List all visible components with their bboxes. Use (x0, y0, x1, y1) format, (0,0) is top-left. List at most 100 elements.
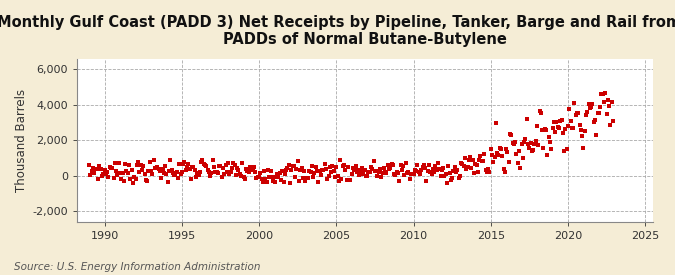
Point (255, 170, 266, 175)
Point (258, 180, 269, 185)
Point (126, 167, 137, 172)
Point (310, 165, 321, 170)
Point (494, 146, 505, 151)
Point (265, 169, 276, 173)
Point (396, 163, 406, 167)
Point (484, 170, 495, 174)
Point (261, 180, 272, 185)
Point (466, 166, 477, 170)
Point (166, 168, 177, 172)
Point (585, 106, 595, 111)
Point (328, 169, 339, 174)
Point (278, 180, 289, 185)
Point (495, 147, 506, 151)
Point (279, 172, 290, 176)
Point (92, 177, 103, 181)
Point (224, 172, 235, 176)
Point (284, 163, 294, 167)
Point (263, 168, 273, 172)
Point (555, 119, 566, 123)
Point (295, 168, 306, 172)
Point (570, 113, 581, 117)
Point (583, 102, 594, 107)
Point (427, 167, 438, 171)
Point (582, 110, 593, 114)
Point (574, 123, 585, 127)
Point (107, 166, 117, 170)
Point (478, 159, 489, 163)
Point (274, 171, 285, 175)
Point (119, 179, 130, 184)
Point (301, 176, 312, 181)
Point (512, 161, 523, 166)
Point (329, 174, 340, 179)
Point (101, 171, 111, 176)
Point (407, 172, 418, 176)
Point (273, 175, 284, 179)
Point (518, 155, 529, 160)
Point (186, 176, 196, 181)
Point (116, 177, 127, 182)
Point (163, 169, 174, 173)
Point (410, 169, 421, 173)
Point (516, 142, 527, 146)
Point (335, 158, 346, 162)
Point (580, 113, 591, 117)
Point (102, 170, 113, 175)
Point (211, 169, 222, 174)
Point (138, 164, 148, 169)
Point (342, 165, 353, 169)
Point (237, 161, 248, 166)
Text: Source: U.S. Energy Information Administration: Source: U.S. Energy Information Administ… (14, 262, 260, 272)
Point (491, 121, 502, 125)
Point (277, 169, 288, 174)
Point (133, 160, 144, 165)
Point (472, 169, 483, 174)
Point (294, 178, 304, 183)
Point (474, 158, 485, 163)
Point (506, 133, 517, 137)
Point (135, 163, 146, 167)
Point (487, 153, 497, 158)
Point (461, 167, 472, 171)
Point (552, 125, 563, 130)
Point (339, 163, 350, 167)
Point (400, 161, 411, 166)
Point (360, 174, 371, 178)
Point (524, 145, 535, 150)
Point (493, 153, 504, 158)
Point (603, 104, 614, 108)
Point (453, 176, 464, 181)
Point (103, 175, 114, 180)
Point (346, 172, 357, 177)
Point (149, 166, 160, 170)
Point (84, 163, 95, 167)
Point (389, 172, 400, 176)
Point (136, 168, 147, 172)
Point (441, 180, 452, 185)
Point (269, 179, 280, 184)
Point (477, 159, 487, 164)
Point (576, 134, 587, 139)
Point (187, 165, 198, 169)
Point (139, 172, 150, 176)
Point (368, 159, 379, 163)
Point (562, 124, 573, 128)
Point (519, 140, 530, 144)
Point (117, 171, 128, 175)
Point (179, 160, 190, 164)
Point (408, 171, 419, 176)
Point (142, 179, 153, 183)
Point (92, 167, 103, 172)
Point (416, 167, 427, 172)
Point (437, 167, 448, 172)
Point (456, 161, 466, 166)
Point (325, 164, 335, 169)
Point (203, 170, 214, 174)
Point (220, 163, 231, 167)
Point (413, 170, 424, 174)
Point (148, 158, 159, 162)
Point (481, 170, 492, 175)
Point (85, 172, 96, 177)
Point (317, 168, 327, 172)
